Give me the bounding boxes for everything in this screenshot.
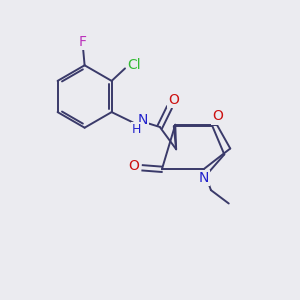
Text: N: N [137,113,148,127]
Text: O: O [212,110,223,123]
Text: Cl: Cl [128,58,141,72]
Text: F: F [79,35,87,49]
Text: O: O [168,93,179,107]
Text: O: O [128,159,139,173]
Text: H: H [132,122,141,136]
Text: N: N [199,171,209,184]
